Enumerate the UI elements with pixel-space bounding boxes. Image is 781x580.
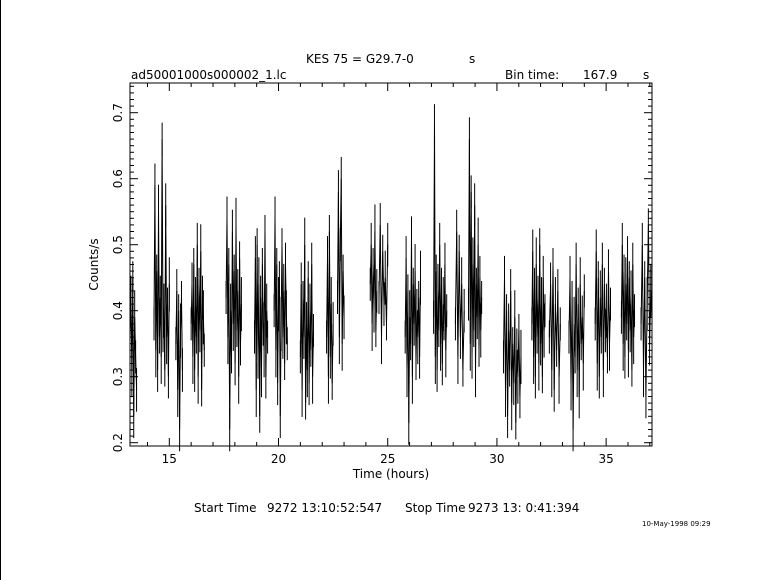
chart-title-unit: s	[469, 52, 476, 66]
series-segment-21	[620, 244, 635, 371]
stop-time-value: 9273 13: 0:41:394	[468, 501, 580, 515]
series-segment-3	[190, 244, 205, 390]
series-segment-17	[531, 244, 546, 377]
y-tick-label: 0.7	[111, 103, 125, 122]
x-tick-label: 25	[380, 452, 395, 466]
bin-time-label: Bin time:	[505, 68, 560, 82]
series-segment-18	[548, 264, 561, 390]
series-segment-19	[568, 264, 585, 430]
plot-frame	[129, 82, 653, 447]
x-tick-label: 35	[598, 452, 613, 466]
series-segment-20	[594, 251, 611, 377]
y-tick-label: 0.5	[111, 235, 125, 254]
left-border-line	[0, 0, 1, 580]
start-time-value: 9272 13:10:52:547	[267, 501, 383, 515]
chart-title: KES 75 = G29.7-0	[306, 52, 414, 66]
plot-timestamp: 10-May-1998 09:29	[642, 520, 711, 528]
tick-layer: 15 20 25 30 35 0.2 0.3 0.4 0.5 0.6 0.7	[111, 83, 652, 466]
filename-label: ad50001000s000002_1.lc	[131, 68, 287, 82]
data-layer	[129, 104, 653, 452]
start-time-label: Start Time	[194, 501, 257, 515]
y-tick-label: 0.2	[111, 433, 125, 452]
x-tick-label: 15	[162, 452, 177, 466]
series-segment-6	[273, 218, 288, 417]
x-axis-label: Time (hours)	[352, 467, 429, 481]
bin-time-unit: s	[643, 68, 650, 82]
y-tick-label: 0.4	[111, 301, 125, 320]
series-segment-5	[254, 231, 269, 417]
stop-time-label: Stop Time	[405, 501, 466, 515]
y-axis-label: Counts/s	[87, 238, 101, 290]
series-segment-13	[433, 125, 448, 371]
x-tick-label: 30	[489, 452, 504, 466]
series-segment-15	[468, 139, 483, 371]
y-tick-label: 0.3	[111, 367, 125, 386]
x-tick-label: 20	[271, 452, 286, 466]
bin-time-value: 167.9	[583, 68, 618, 82]
y-tick-label: 0.6	[111, 169, 125, 188]
